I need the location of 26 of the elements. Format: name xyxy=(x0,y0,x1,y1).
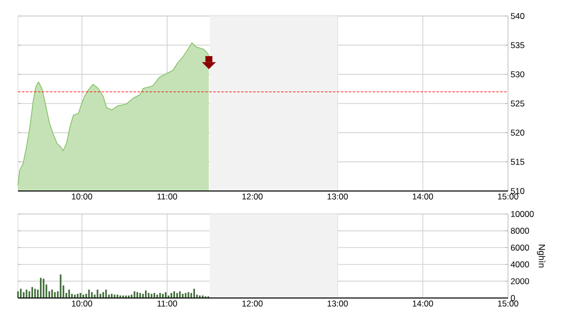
y-tick-label: 10000 xyxy=(511,211,534,217)
x-tick-label: 10:00 xyxy=(72,300,92,307)
y-tick-label: 520 xyxy=(510,130,524,136)
x-tick-label: 12:00 xyxy=(242,300,263,307)
y-tick-label: 535 xyxy=(510,42,524,48)
y-axis-title: Nghìn xyxy=(536,244,546,268)
y-tick-label: 540 xyxy=(510,13,524,19)
x-tick-label: 15:00 xyxy=(498,300,518,307)
y-tick-label: 530 xyxy=(510,71,524,78)
x-tick-label: 14:00 xyxy=(412,194,434,200)
x-tick-label: 12:00 xyxy=(242,194,263,200)
x-tick-label: 10:00 xyxy=(72,194,92,200)
x-tick-label: 11:00 xyxy=(157,300,178,307)
y-tick-label: 525 xyxy=(510,100,524,106)
x-tick-label: 11:00 xyxy=(157,194,178,200)
y-tick-label: 510 xyxy=(510,188,524,194)
x-tick-label: 13:00 xyxy=(328,300,348,307)
y-tick-label: 4000 xyxy=(510,261,530,268)
y-tick-label: 515 xyxy=(510,158,524,165)
x-tick-label: 14:00 xyxy=(412,300,434,307)
y-tick-label: 2000 xyxy=(510,278,530,284)
y-tick-label: 6000 xyxy=(510,244,530,251)
x-tick-label: 13:00 xyxy=(328,194,348,200)
y-tick-label: 8000 xyxy=(510,228,530,234)
x-tick-label: 15:00 xyxy=(498,194,518,200)
y-tick-label: 0 xyxy=(510,295,515,301)
